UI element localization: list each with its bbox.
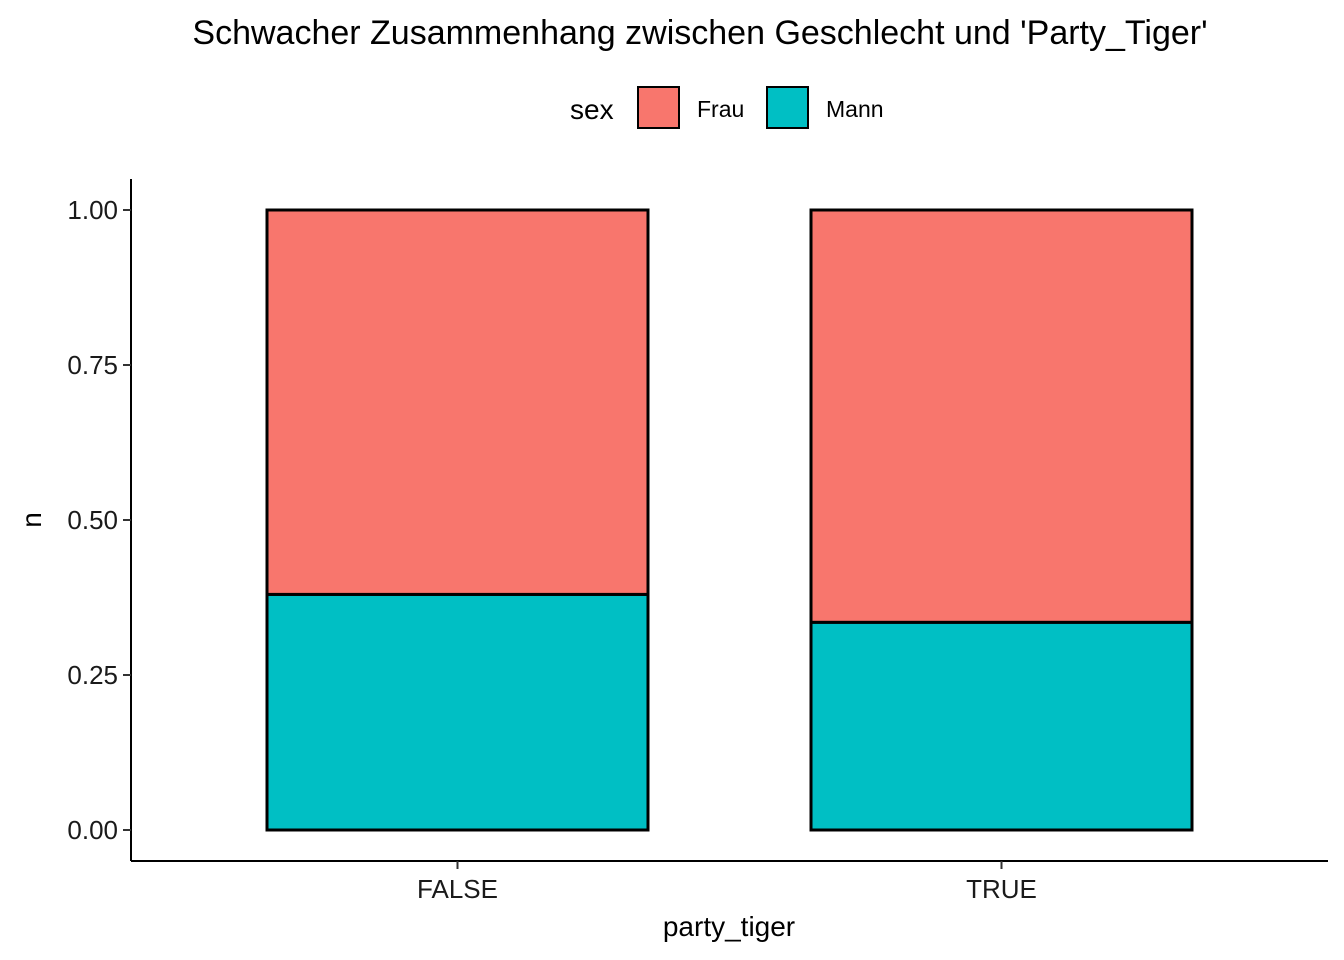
- legend-swatch-frau: [637, 86, 680, 129]
- y-tick-label: 0.25: [67, 660, 118, 690]
- y-axis-title: n: [16, 512, 47, 528]
- y-tick-label: 0.00: [67, 815, 118, 845]
- y-tick-label: 0.75: [67, 350, 118, 380]
- legend-title: sex: [570, 94, 614, 125]
- y-tick-label: 1.00: [67, 195, 118, 225]
- y-tick-label: 0.50: [67, 505, 118, 535]
- x-tick-label: FALSE: [417, 874, 498, 904]
- bar-false-frau: [265, 208, 650, 596]
- legend: sex Frau Mann: [570, 86, 884, 129]
- legend-swatch-mann: [766, 86, 809, 129]
- x-tick-label: TRUE: [966, 874, 1037, 904]
- legend-label-mann: Mann: [826, 96, 884, 122]
- bar-true-frau: [809, 208, 1194, 624]
- y-axis-ticks: 0.00 0.25 0.50 0.75 1.00: [67, 195, 131, 845]
- x-axis-title: party_tiger: [663, 911, 795, 942]
- plot-area: [265, 208, 1194, 832]
- legend-label-frau: Frau: [697, 96, 744, 122]
- chart-title: Schwacher Zusammenhang zwischen Geschlec…: [192, 14, 1207, 52]
- bar-true-mann: [809, 620, 1194, 832]
- x-axis-ticks: FALSE TRUE: [417, 861, 1037, 904]
- bar-false-mann: [265, 592, 650, 832]
